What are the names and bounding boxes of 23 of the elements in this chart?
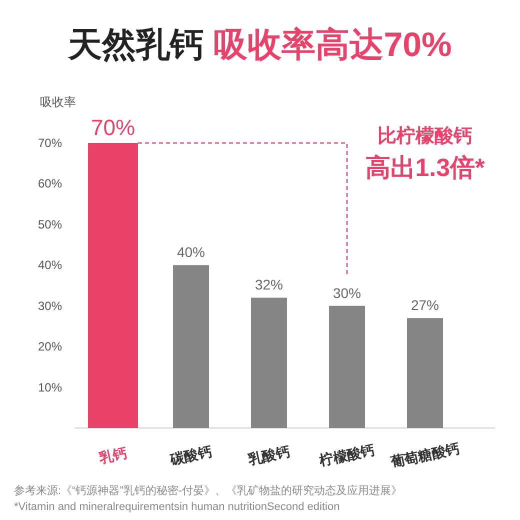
- annotation: 高出1.3倍*: [365, 154, 486, 182]
- data-label: 30%: [332, 284, 362, 301]
- data-label: 70%: [90, 115, 136, 140]
- y-axis-title: 吸收率: [40, 95, 76, 109]
- title: 天然乳钙 吸收率高达70%: [68, 26, 452, 64]
- data-label: 40%: [176, 244, 206, 260]
- x-tick-label: 碳酸钙: [168, 442, 214, 468]
- text: 参考来源:《“钙源神器”乳钙的秘密-付晏》、《乳矿物盐的研究动态及应用进展》: [14, 484, 402, 497]
- data-label: 27%: [410, 297, 440, 314]
- y-tick-label: 40%: [38, 258, 62, 272]
- x-tick-label: 柠檬酸钙: [316, 441, 376, 469]
- y-tick-label: 10%: [38, 380, 62, 394]
- y-tick-label: 30%: [38, 298, 62, 313]
- text: *Vitamin and mineralrequirementsin human nutritionSecond edition: [14, 501, 340, 513]
- x-tick-label: 乳酸钙: [246, 442, 292, 468]
- y-tick-label: 50%: [38, 217, 62, 232]
- y-tick-label: 70%: [38, 136, 62, 150]
- x-tick-label: 乳钙: [96, 444, 128, 466]
- y-tick-label: 20%: [38, 340, 62, 354]
- y-tick-label: 60%: [38, 176, 62, 191]
- x-tick-label: 葡萄糖酸钙: [388, 440, 461, 470]
- data-label: 32%: [254, 276, 284, 293]
- annotation: 比柠檬酸钙: [378, 125, 472, 147]
